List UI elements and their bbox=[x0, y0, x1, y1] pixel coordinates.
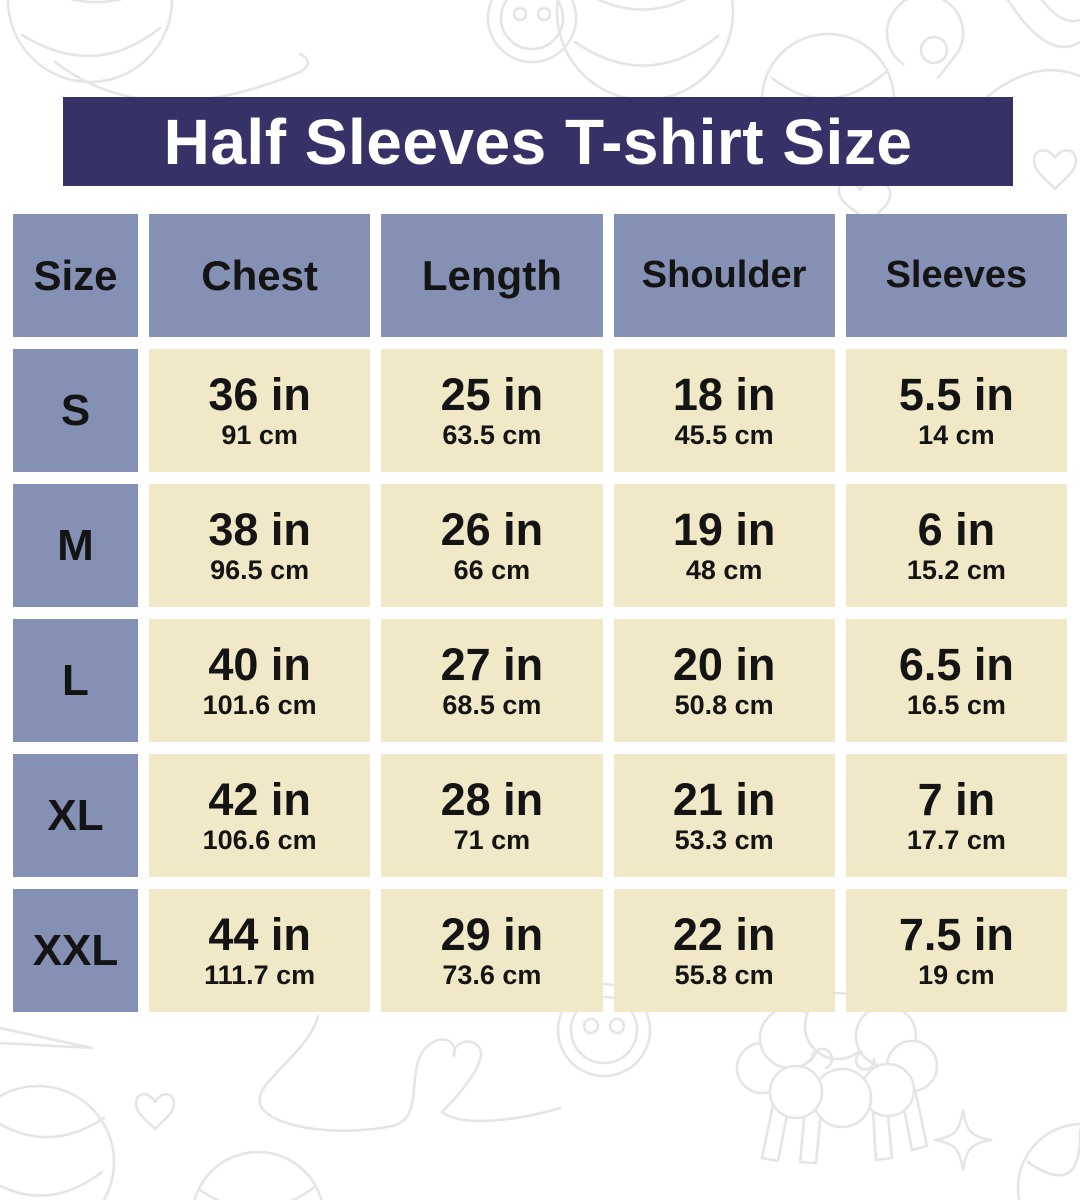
button-icon bbox=[556, 982, 652, 1078]
sheep-icon bbox=[735, 991, 939, 1165]
row-label-l: L bbox=[13, 619, 138, 742]
value-cm: 55.8 cm bbox=[674, 959, 774, 990]
cell-m-length: 26 in 66 cm bbox=[381, 484, 603, 607]
cell-xxl-sleeves: 7.5 in 19 cm bbox=[845, 889, 1067, 1012]
yarn-ball-icon bbox=[986, 0, 1080, 98]
title-bar: Half Sleeves T-shirt Size bbox=[63, 97, 1013, 186]
value-cm: 45.5 cm bbox=[674, 419, 774, 450]
cell-l-shoulder: 20 in 50.8 cm bbox=[613, 619, 835, 742]
value-inches: 20 in bbox=[672, 638, 776, 690]
value-inches: 36 in bbox=[208, 368, 311, 420]
column-header-shoulder: Shoulder bbox=[613, 214, 835, 337]
value-cm: 101.6 cm bbox=[202, 689, 317, 720]
value-inches: 18 in bbox=[672, 368, 776, 420]
value-inches: 38 in bbox=[208, 503, 311, 555]
column-header-length: Length bbox=[381, 214, 603, 337]
cell-m-chest: 38 in 96.5 cm bbox=[149, 484, 371, 607]
row-label-m: M bbox=[13, 484, 138, 607]
value-cm: 53.3 cm bbox=[674, 824, 774, 855]
cell-m-shoulder: 19 in 48 cm bbox=[613, 484, 835, 607]
cell-xl-shoulder: 21 in 53.3 cm bbox=[613, 754, 835, 877]
safety-pin-icon bbox=[885, 0, 965, 80]
value-inches: 44 in bbox=[208, 908, 311, 960]
cell-s-shoulder: 18 in 45.5 cm bbox=[613, 349, 835, 472]
value-cm: 71 cm bbox=[453, 824, 531, 855]
value-inches: 6 in bbox=[917, 503, 996, 555]
cell-s-chest: 36 in 91 cm bbox=[149, 349, 371, 472]
value-cm: 14 cm bbox=[918, 419, 995, 450]
yarn-ball-icon bbox=[6, 0, 310, 103]
row-label-xl: XL bbox=[13, 754, 138, 877]
cell-xl-length: 28 in 71 cm bbox=[381, 754, 603, 877]
value-cm: 63.5 cm bbox=[442, 419, 542, 450]
value-cm: 50.8 cm bbox=[674, 689, 774, 720]
thread-heart-icon bbox=[258, 1014, 562, 1132]
value-inches: 19 in bbox=[672, 503, 776, 555]
value-inches: 29 in bbox=[440, 908, 544, 960]
yarn-ball-icon bbox=[0, 1084, 116, 1200]
size-chart-table: Size Chest Length Shoulder Sleeves S 36 … bbox=[13, 214, 1067, 1012]
cell-xl-sleeves: 7 in 17.7 cm bbox=[845, 754, 1067, 877]
heart-icon bbox=[1032, 149, 1078, 191]
value-cm: 91 cm bbox=[221, 419, 298, 450]
cell-l-chest: 40 in 101.6 cm bbox=[149, 619, 371, 742]
value-cm: 66 cm bbox=[453, 554, 531, 585]
yarn-ball-icon bbox=[193, 1150, 323, 1200]
value-inches: 40 in bbox=[208, 638, 311, 690]
value-inches: 27 in bbox=[440, 638, 544, 690]
column-header-sleeves: Sleeves bbox=[845, 214, 1067, 337]
cell-xxl-chest: 44 in 111.7 cm bbox=[149, 889, 371, 1012]
cell-m-sleeves: 6 in 15.2 cm bbox=[845, 484, 1067, 607]
yarn-ball-icon bbox=[1016, 1122, 1080, 1200]
cell-xxl-shoulder: 22 in 55.8 cm bbox=[613, 889, 835, 1012]
value-cm: 73.6 cm bbox=[442, 959, 542, 990]
needle-icon bbox=[0, 1026, 94, 1050]
value-inches: 6.5 in bbox=[898, 638, 1014, 690]
page-title: Half Sleeves T-shirt Size bbox=[163, 105, 913, 178]
column-header-chest: Chest bbox=[149, 214, 371, 337]
button-icon bbox=[486, 0, 578, 64]
value-cm: 48 cm bbox=[685, 554, 763, 585]
sparkle-icon bbox=[933, 1108, 993, 1172]
value-inches: 26 in bbox=[440, 503, 544, 555]
cell-l-sleeves: 6.5 in 16.5 cm bbox=[845, 619, 1067, 742]
heart-icon bbox=[134, 1092, 176, 1131]
value-cm: 15.2 cm bbox=[906, 554, 1006, 585]
value-cm: 111.7 cm bbox=[204, 959, 316, 990]
row-label-s: S bbox=[13, 349, 138, 472]
column-header-size: Size bbox=[13, 214, 138, 337]
cell-xl-chest: 42 in 106.6 cm bbox=[149, 754, 371, 877]
value-inches: 28 in bbox=[440, 773, 544, 825]
value-inches: 7.5 in bbox=[898, 908, 1014, 960]
value-cm: 96.5 cm bbox=[210, 554, 310, 585]
cell-xxl-length: 29 in 73.6 cm bbox=[381, 889, 603, 1012]
value-inches: 25 in bbox=[440, 368, 544, 420]
value-cm: 106.6 cm bbox=[202, 824, 317, 855]
value-inches: 21 in bbox=[672, 773, 776, 825]
cell-s-sleeves: 5.5 in 14 cm bbox=[845, 349, 1067, 472]
value-inches: 42 in bbox=[208, 773, 311, 825]
value-cm: 17.7 cm bbox=[906, 824, 1006, 855]
value-cm: 19 cm bbox=[918, 959, 995, 990]
value-cm: 68.5 cm bbox=[442, 689, 542, 720]
value-inches: 7 in bbox=[917, 773, 996, 825]
value-cm: 16.5 cm bbox=[906, 689, 1006, 720]
value-inches: 22 in bbox=[672, 908, 776, 960]
value-inches: 5.5 in bbox=[898, 368, 1014, 420]
cell-l-length: 27 in 68.5 cm bbox=[381, 619, 603, 742]
cell-s-length: 25 in 63.5 cm bbox=[381, 349, 603, 472]
row-label-xxl: XXL bbox=[13, 889, 138, 1012]
